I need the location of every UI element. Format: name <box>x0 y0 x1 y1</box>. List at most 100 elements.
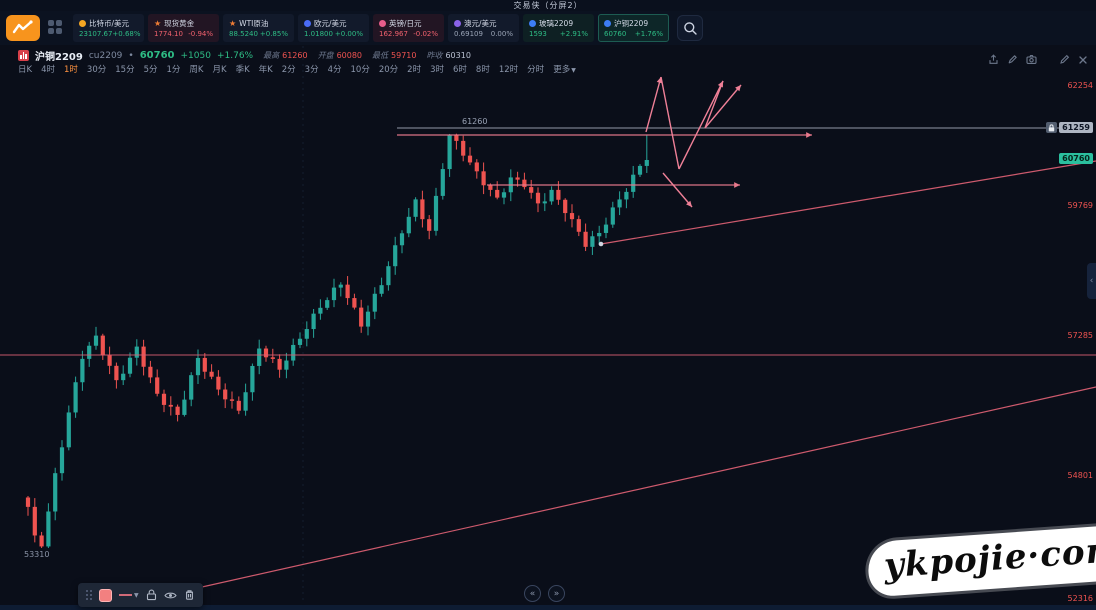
ticker-price: 1593 <box>529 30 547 38</box>
ticker-price: 1.01800 <box>304 30 333 38</box>
header-separator: • <box>128 50 134 61</box>
line-style-button[interactable]: ▼ <box>119 592 139 599</box>
price-change: +1050 <box>180 50 211 61</box>
timeframe-4分[interactable]: 4分 <box>327 65 342 75</box>
stat-prev-close: 昨收 60310 <box>426 51 471 60</box>
stat-open: 开盘 60080 <box>317 51 363 60</box>
apps-grid-icon[interactable] <box>48 19 65 37</box>
gold-star-icon: ★ <box>154 19 162 28</box>
timeframe-2时[interactable]: 2时 <box>407 65 422 75</box>
window-title: 交易侠（分屏2） <box>513 1 583 10</box>
ticker-price: 60760 <box>604 30 627 38</box>
price-axis-label-52316: 52316 <box>1067 594 1093 603</box>
price-axis-label-62254: 62254 <box>1067 81 1093 90</box>
timeframe-日K[interactable]: 日K <box>18 65 33 75</box>
timeframe-季K[interactable]: 季K <box>235 65 250 75</box>
timeframe-15分[interactable]: 15分 <box>115 65 135 75</box>
symbol-code: cu2209 <box>88 50 123 61</box>
visibility-button[interactable] <box>163 590 177 601</box>
ticker-change: -0.02% <box>413 30 438 38</box>
timeframe-1时[interactable]: 1时 <box>64 65 78 75</box>
timeframe-20分[interactable]: 20分 <box>378 65 399 75</box>
timeframe-1分[interactable]: 1分 <box>166 65 181 75</box>
price-axis: 62254 61259 60760 59769 57285 54801 52316 <box>0 45 1096 610</box>
ticker-price: 1774.10 <box>154 30 183 38</box>
ticker-name: 欧元/美元 <box>314 19 347 28</box>
price-axis-label-61259[interactable]: 61259 <box>1046 122 1093 133</box>
search-button[interactable] <box>677 15 703 41</box>
symbol-name[interactable]: 沪铜2209 <box>35 52 83 63</box>
sidebar-collapse-handle[interactable]: ‹ <box>1087 263 1096 299</box>
chevron-down-icon: ▼ <box>134 591 139 599</box>
gbp-flag-icon <box>379 20 386 27</box>
svg-text:61260: 61260 <box>462 117 487 126</box>
ticker-card-比特币/美元[interactable]: 比特币/美元 23107.67 +0.68% <box>73 14 144 42</box>
delete-button[interactable] <box>184 589 195 601</box>
ticker-change: -0.94% <box>188 30 213 38</box>
chart-nav: « » <box>524 585 565 602</box>
ticker-name: 玻璃2209 <box>539 19 574 28</box>
ticker-card-澳元/美元[interactable]: 澳元/美元 0.69109 0.00% <box>448 14 519 42</box>
ticker-name: 英镑/日元 <box>389 19 422 28</box>
price-axis-label-60760[interactable]: 60760 <box>1059 153 1093 164</box>
timeframe-10分[interactable]: 10分 <box>350 65 370 75</box>
timeframe-2分[interactable]: 2分 <box>281 65 296 75</box>
ticker-card-WTI原油[interactable]: ★ WTI原油 88.5240 +0.85% <box>223 14 294 42</box>
timeframe-3时[interactable]: 3时 <box>430 65 444 75</box>
market-badge-icon <box>18 50 29 61</box>
timeframe-12时[interactable]: 12时 <box>498 65 519 75</box>
timeframe-3分[interactable]: 3分 <box>304 65 319 75</box>
ticker-name: 比特币/美元 <box>89 19 130 28</box>
ticker-card-玻璃2209[interactable]: 玻璃2209 1593 +2.91% <box>523 14 594 42</box>
aud-flag-icon <box>454 20 461 27</box>
price-axis-label-54801: 54801 <box>1067 471 1093 480</box>
jump-start-button[interactable]: « <box>524 585 541 602</box>
bottom-edge <box>0 605 1096 610</box>
jump-end-button[interactable]: » <box>548 585 565 602</box>
price-axis-label-59769: 59769 <box>1067 201 1093 210</box>
ticker-card-沪铜2209[interactable]: 沪铜2209 60760 +1.76% <box>598 14 669 42</box>
ticker-name: WTI原油 <box>239 19 269 28</box>
lock-button[interactable] <box>146 589 157 601</box>
lock-icon <box>1046 122 1058 133</box>
timeframe-分时[interactable]: 分时 <box>527 65 545 75</box>
timeframe-周K[interactable]: 周K <box>189 65 204 75</box>
close-icon[interactable] <box>1078 50 1088 69</box>
camera-icon[interactable] <box>1026 50 1037 69</box>
timeframe-5分[interactable]: 5分 <box>143 65 158 75</box>
price-axis-label-57285: 57285 <box>1067 331 1093 340</box>
timeframe-月K[interactable]: 月K <box>212 65 227 75</box>
chart-header: 沪铜2209 cu2209 • 60760 +1050 +1.76% 最高 612… <box>18 48 471 63</box>
color-swatch-button[interactable] <box>99 588 112 602</box>
brush-icon[interactable] <box>1007 50 1018 69</box>
timeframe-年K[interactable]: 年K <box>258 65 273 75</box>
ticker-change: +0.00% <box>334 30 363 38</box>
timeframe-6时[interactable]: 6时 <box>453 65 467 75</box>
timeframe-4时[interactable]: 4时 <box>41 65 55 75</box>
ticker-list: 比特币/美元 23107.67 +0.68% ★ 现货黄金 1774.10 -0.94%… <box>73 14 669 42</box>
ticker-card-现货黄金[interactable]: ★ 现货黄金 1774.10 -0.94% <box>148 14 219 42</box>
drag-handle[interactable] <box>86 590 92 600</box>
ticker-name: 现货黄金 <box>164 19 195 28</box>
app-logo-icon[interactable] <box>6 15 40 41</box>
eur-flag-icon <box>304 20 311 27</box>
timeframe-30分[interactable]: 30分 <box>86 65 107 75</box>
ticker-price: 88.5240 <box>229 30 258 38</box>
ticker-name: 澳元/美元 <box>464 19 497 28</box>
drawing-toolbar: ▼ <box>78 583 203 607</box>
chart-canvas[interactable]: 61260 53310 沪铜2209 cu2209 • 60760 +1050 +… <box>0 45 1096 610</box>
btc-coin-icon <box>79 20 86 27</box>
ticker-card-英镑/日元[interactable]: 英镑/日元 162.967 -0.02% <box>373 14 444 42</box>
edit-icon[interactable] <box>1059 50 1070 69</box>
chevron-down-icon: ▼ <box>571 67 576 74</box>
timeframe-8时[interactable]: 8时 <box>475 65 490 75</box>
oil-star-icon: ★ <box>229 19 237 28</box>
search-icon <box>683 21 697 35</box>
ticker-change: +0.85% <box>259 30 288 38</box>
watermark: ykpojie·com <box>866 523 1096 598</box>
timeframe-more-button[interactable]: 更多▼ <box>553 65 576 75</box>
share-icon[interactable] <box>988 50 999 69</box>
ticker-card-欧元/美元[interactable]: 欧元/美元 1.01800 +0.00% <box>298 14 369 42</box>
svg-text:53310: 53310 <box>24 550 49 559</box>
ticker-change: +2.91% <box>559 30 588 38</box>
